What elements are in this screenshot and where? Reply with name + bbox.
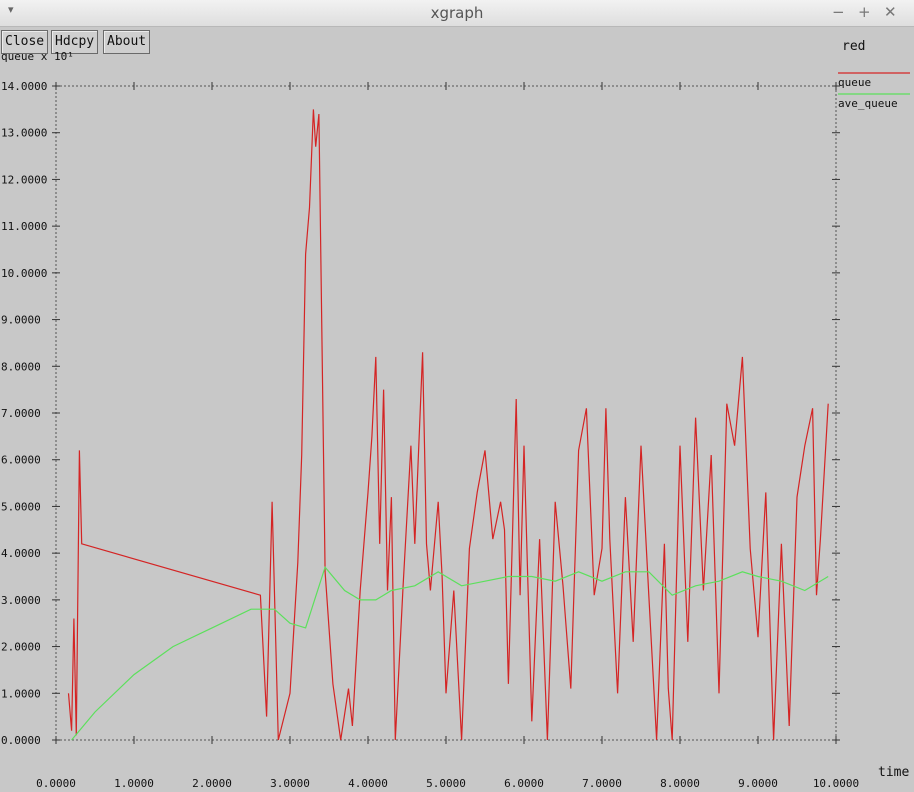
y-tick-label: 7.0000 — [1, 407, 41, 420]
title-bar: ▾ xgraph − + ✕ — [0, 0, 914, 27]
x-tick-label: 7.0000 — [582, 777, 622, 790]
y-tick-label: 1.0000 — [1, 687, 41, 700]
y-tick-label: 12.0000 — [1, 173, 47, 186]
x-tick-label: 9.0000 — [738, 777, 778, 790]
x-tick-label: 10.0000 — [813, 777, 859, 790]
y-tick-label: 3.0000 — [1, 594, 41, 607]
chart-title: red — [842, 39, 865, 54]
plot-frame — [55, 85, 837, 741]
y-tick-label: 11.0000 — [1, 220, 47, 233]
x-tick-label: 4.0000 — [348, 777, 388, 790]
y-tick-label: 2.0000 — [1, 641, 41, 654]
y-axis-label: queue x 10¹ — [1, 50, 74, 63]
window-menu-icon[interactable]: ▾ — [8, 3, 14, 16]
x-tick-label: 2.0000 — [192, 777, 232, 790]
y-tick-label: 9.0000 — [1, 314, 41, 327]
y-tick-label: 14.0000 — [1, 80, 47, 93]
x-tick-label: 0.0000 — [36, 777, 76, 790]
series-line-queue — [67, 109, 829, 741]
series-line-ave_queue — [71, 565, 829, 741]
minimize-icon[interactable]: − — [832, 3, 845, 21]
y-tick-label: 0.0000 — [1, 734, 41, 747]
legend-label: ave_queue — [838, 97, 898, 110]
x-tick-label: 6.0000 — [504, 777, 544, 790]
about-button[interactable]: About — [103, 30, 151, 54]
y-tick-label: 8.0000 — [1, 360, 41, 373]
x-axis-label: time — [878, 765, 909, 780]
window-title: xgraph — [430, 4, 484, 22]
y-tick-label: 13.0000 — [1, 127, 47, 140]
x-tick-label: 5.0000 — [426, 777, 466, 790]
close-icon[interactable]: ✕ — [884, 3, 897, 21]
y-tick-label: 10.0000 — [1, 267, 47, 280]
y-tick-label: 5.0000 — [1, 500, 41, 513]
legend-label: queue — [838, 76, 871, 89]
x-tick-label: 3.0000 — [270, 777, 310, 790]
close-button[interactable]: Close — [1, 30, 49, 54]
hdcopy-button[interactable]: Hdcpy — [51, 30, 99, 54]
x-tick-label: 1.0000 — [114, 777, 154, 790]
x-tick-label: 8.0000 — [660, 777, 700, 790]
y-tick-label: 4.0000 — [1, 547, 41, 560]
y-tick-label: 6.0000 — [1, 454, 41, 467]
maximize-icon[interactable]: + — [858, 3, 871, 21]
